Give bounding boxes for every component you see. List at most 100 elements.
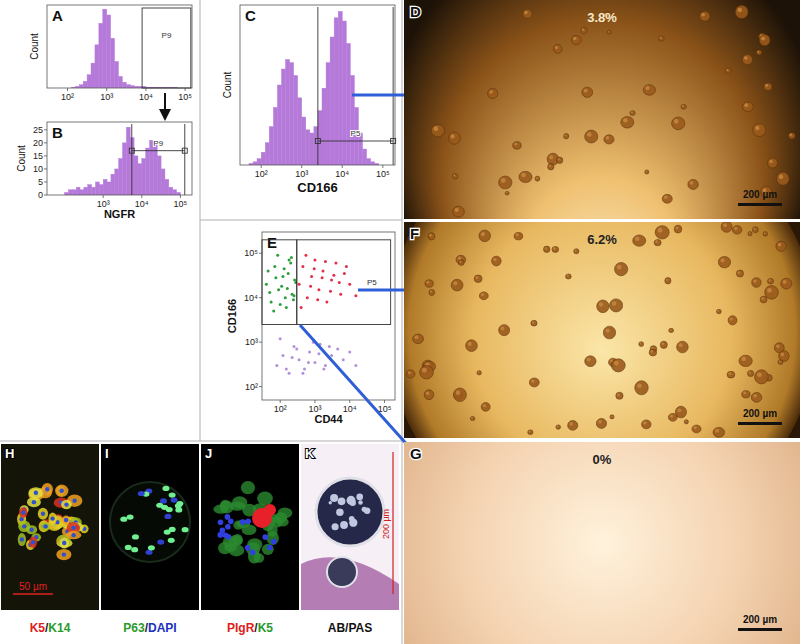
spheroid (479, 230, 491, 242)
y-axis-label: Count (29, 33, 40, 60)
spheroid (621, 117, 634, 129)
cell (19, 508, 28, 518)
panel-letter: F (410, 225, 419, 242)
spheroid-highlight (643, 421, 646, 424)
nucleus (21, 510, 25, 514)
spheroid (688, 179, 698, 189)
spheroid-highlight (755, 126, 759, 130)
chart-panel: 10²10³10⁴10⁵CountAP9 (29, 5, 192, 102)
spheroid (424, 390, 434, 400)
spheroid (742, 102, 753, 112)
nucleus (175, 507, 182, 512)
nucleus (267, 545, 273, 551)
cell (54, 498, 69, 508)
spheroid-highlight (670, 329, 672, 331)
y-axis-label: CD166 (226, 299, 238, 333)
spheroid-highlight (529, 430, 531, 432)
plot-frame (47, 122, 192, 195)
panel-letter: C (245, 7, 256, 24)
nucleus (34, 491, 38, 495)
spheroid (751, 392, 761, 402)
spheroid (753, 123, 766, 136)
spheroid (499, 176, 512, 189)
nucleus (132, 534, 139, 539)
gate-handle (129, 148, 134, 153)
nucleus (164, 514, 171, 519)
spheroid (479, 292, 488, 300)
spheroid (429, 289, 435, 295)
spheroid (470, 416, 475, 420)
scatter-point (313, 267, 316, 270)
y-tick (44, 181, 47, 182)
spheroid-highlight (573, 37, 576, 40)
spheroid (672, 117, 685, 130)
mucin (332, 523, 339, 530)
plot-data (71, 9, 177, 88)
histogram-bar (80, 190, 84, 195)
spheroid-highlight (532, 321, 534, 323)
histogram-bar (273, 107, 277, 165)
spheroid (531, 320, 537, 326)
scatter-point (306, 296, 309, 299)
scatter-point (354, 294, 357, 297)
histogram-bar (87, 75, 91, 88)
spheroid (499, 325, 510, 336)
spheroid (759, 35, 770, 46)
gate: P9 (129, 124, 187, 195)
spheroid-highlight (779, 360, 781, 362)
histogram-bar (298, 98, 302, 165)
spheroid (713, 427, 724, 437)
gate-label: P9 (153, 139, 163, 148)
scale-bar (738, 203, 782, 206)
spheroid (700, 11, 710, 21)
spheroid-highlight (623, 118, 628, 123)
histogram-bar (72, 190, 76, 195)
gate-level (132, 150, 185, 151)
scatter-point (283, 267, 286, 270)
spheroid-highlight (741, 357, 746, 362)
spheroid-highlight (679, 343, 683, 347)
spheroid-highlight (606, 136, 610, 140)
spheroid (660, 341, 667, 348)
stain-part: DAPI (148, 621, 177, 635)
scatter-point (265, 283, 268, 286)
spheroid (742, 391, 750, 398)
histogram-bar (334, 18, 338, 165)
spheroid-highlight (426, 281, 429, 284)
spheroid (431, 124, 444, 136)
histogram-bar (286, 59, 290, 165)
stain-label: AB/PAS (328, 621, 372, 635)
spheroid (453, 388, 466, 401)
x-tick-label: 10² (274, 404, 287, 414)
percentage: 6.2% (587, 232, 617, 247)
scatter-point (292, 298, 295, 301)
gate-label: P5 (351, 129, 361, 138)
histogram-bar (83, 81, 87, 88)
histogram-bar (326, 63, 330, 165)
histogram-bar (302, 117, 306, 165)
spheroid-highlight (682, 105, 684, 107)
cell (60, 537, 69, 548)
scatter-point (317, 288, 320, 291)
panel-letter: B (52, 124, 63, 141)
scatter-point (301, 265, 304, 268)
mucin (349, 499, 356, 506)
gate: P5 (297, 240, 391, 325)
spheroid-highlight (476, 276, 479, 279)
spheroid-highlight (701, 13, 705, 17)
x-tick (301, 165, 302, 168)
spheroid-highlight (599, 302, 603, 306)
histogram-bar (294, 75, 298, 165)
plot-data (65, 127, 181, 195)
spheroid-highlight (605, 329, 609, 333)
spheroid-highlight (778, 243, 782, 247)
nucleus (138, 491, 145, 496)
scatter-point (295, 348, 298, 351)
nucleus (160, 498, 167, 503)
mucin (358, 500, 363, 505)
scatter-point (280, 285, 283, 288)
spheroid (649, 349, 657, 356)
nucleus (41, 512, 45, 516)
spheroid (752, 278, 761, 288)
scatter-point (298, 283, 301, 286)
